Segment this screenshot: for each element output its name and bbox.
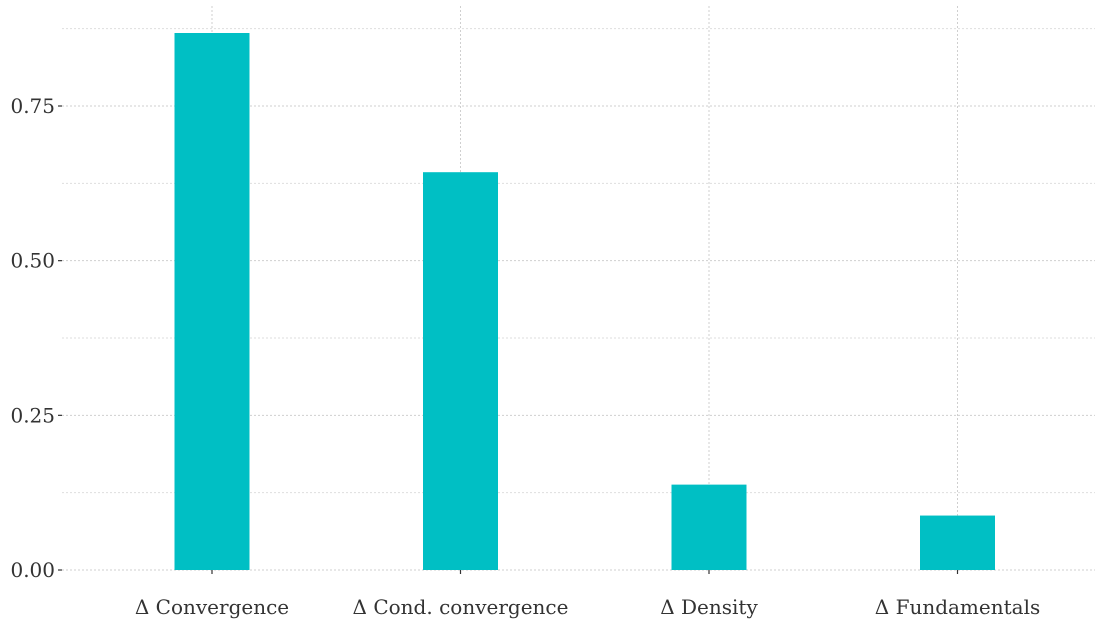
bar-1 <box>174 32 250 571</box>
x-tick-label: Δ Convergence <box>135 595 289 619</box>
x-tick-label: Δ Density <box>660 595 758 619</box>
bar-3 <box>671 484 747 570</box>
bar-2 <box>423 172 498 570</box>
x-tick-label: Δ Fundamentals <box>875 595 1040 619</box>
x-axis: Δ Convergence Δ Cond. convergence Δ Densit… <box>135 570 1040 619</box>
x-tick-label: Δ Cond. convergence <box>353 595 569 619</box>
y-tick-label: 0.50 <box>10 249 55 273</box>
bars <box>174 32 995 571</box>
y-tick-label: 0.75 <box>10 94 55 118</box>
bar-4 <box>920 515 995 570</box>
y-tick-label: 0.25 <box>10 403 55 427</box>
y-tick-label: 0.00 <box>10 558 55 582</box>
y-axis: 0.00 0.25 0.50 0.75 <box>10 94 62 582</box>
